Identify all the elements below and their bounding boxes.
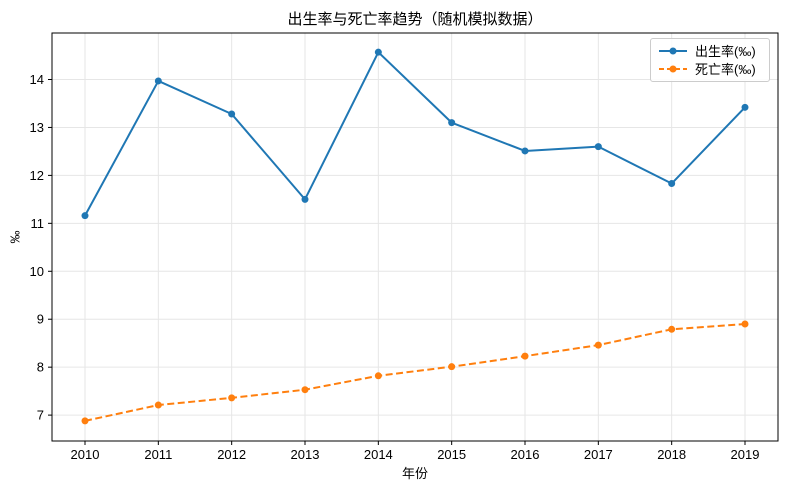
birth-rate-marker bbox=[154, 77, 162, 85]
x-tick-label: 2011 bbox=[144, 447, 172, 462]
x-axis-label: 年份 bbox=[401, 466, 428, 481]
axes-frame bbox=[51, 32, 779, 442]
death-rate-marker bbox=[668, 325, 676, 333]
y-tick-label: 10 bbox=[30, 264, 44, 279]
birth-rate-marker bbox=[668, 180, 676, 188]
birth-rate-marker bbox=[448, 119, 456, 127]
y-tick-label: 11 bbox=[31, 216, 45, 231]
death-rate-line-sample bbox=[659, 65, 687, 73]
birth-rate-marker bbox=[741, 103, 749, 111]
birth-rate-line-sample bbox=[659, 47, 687, 55]
x-tick-label: 2010 bbox=[71, 447, 100, 462]
x-tick-label: 2012 bbox=[217, 447, 246, 462]
birth-rate-marker bbox=[228, 110, 236, 118]
y-tick-label: 7 bbox=[37, 408, 44, 423]
death-rate-marker bbox=[741, 320, 749, 328]
y-tick-label: 8 bbox=[37, 360, 44, 375]
x-tick-label: 2019 bbox=[731, 447, 760, 462]
y-tick-label: 13 bbox=[30, 120, 44, 135]
x-tick-label: 2013 bbox=[291, 447, 320, 462]
death-rate-sample-marker bbox=[669, 65, 677, 73]
y-tick-label: 12 bbox=[30, 168, 44, 183]
legend-item-birth-rate: 出生率(‰) bbox=[658, 44, 762, 58]
y-tick-label: 9 bbox=[37, 312, 44, 327]
x-tick-label: 2014 bbox=[364, 447, 393, 462]
birth-rate-marker bbox=[81, 212, 89, 220]
death-rate-marker bbox=[81, 417, 89, 425]
y-tick-label: 14 bbox=[30, 72, 44, 87]
birth-rate-line bbox=[84, 51, 746, 217]
x-tick-label: 2017 bbox=[584, 447, 613, 462]
x-tick-label: 2016 bbox=[511, 447, 540, 462]
death-rate-marker bbox=[521, 352, 529, 360]
birth-rate-marker bbox=[594, 143, 602, 151]
legend-label-birth-rate: 出生率(‰) bbox=[695, 43, 756, 59]
death-rate-marker bbox=[594, 341, 602, 349]
y-axis-label: ‰ bbox=[7, 230, 23, 244]
death-rate-line bbox=[84, 323, 746, 422]
legend-label-death-rate: 死亡率(‰) bbox=[695, 61, 756, 77]
legend-item-death-rate: 死亡率(‰) bbox=[658, 62, 762, 76]
death-rate-marker bbox=[301, 386, 309, 394]
birth-rate-marker bbox=[301, 195, 309, 203]
death-rate-marker bbox=[228, 394, 236, 402]
death-rate-marker bbox=[374, 372, 382, 380]
death-rate-marker bbox=[448, 363, 456, 371]
death-rate-marker bbox=[154, 401, 162, 409]
birth-rate-marker bbox=[374, 48, 382, 56]
birth-rate-sample-marker bbox=[669, 47, 677, 55]
chart-title: 出生率与死亡率趋势（随机模拟数据） bbox=[287, 11, 543, 28]
legend: 出生率(‰) 死亡率(‰) bbox=[650, 38, 770, 82]
x-tick-label: 2018 bbox=[657, 447, 686, 462]
birth-rate-marker bbox=[521, 147, 529, 155]
x-tick-label: 2015 bbox=[437, 447, 466, 462]
